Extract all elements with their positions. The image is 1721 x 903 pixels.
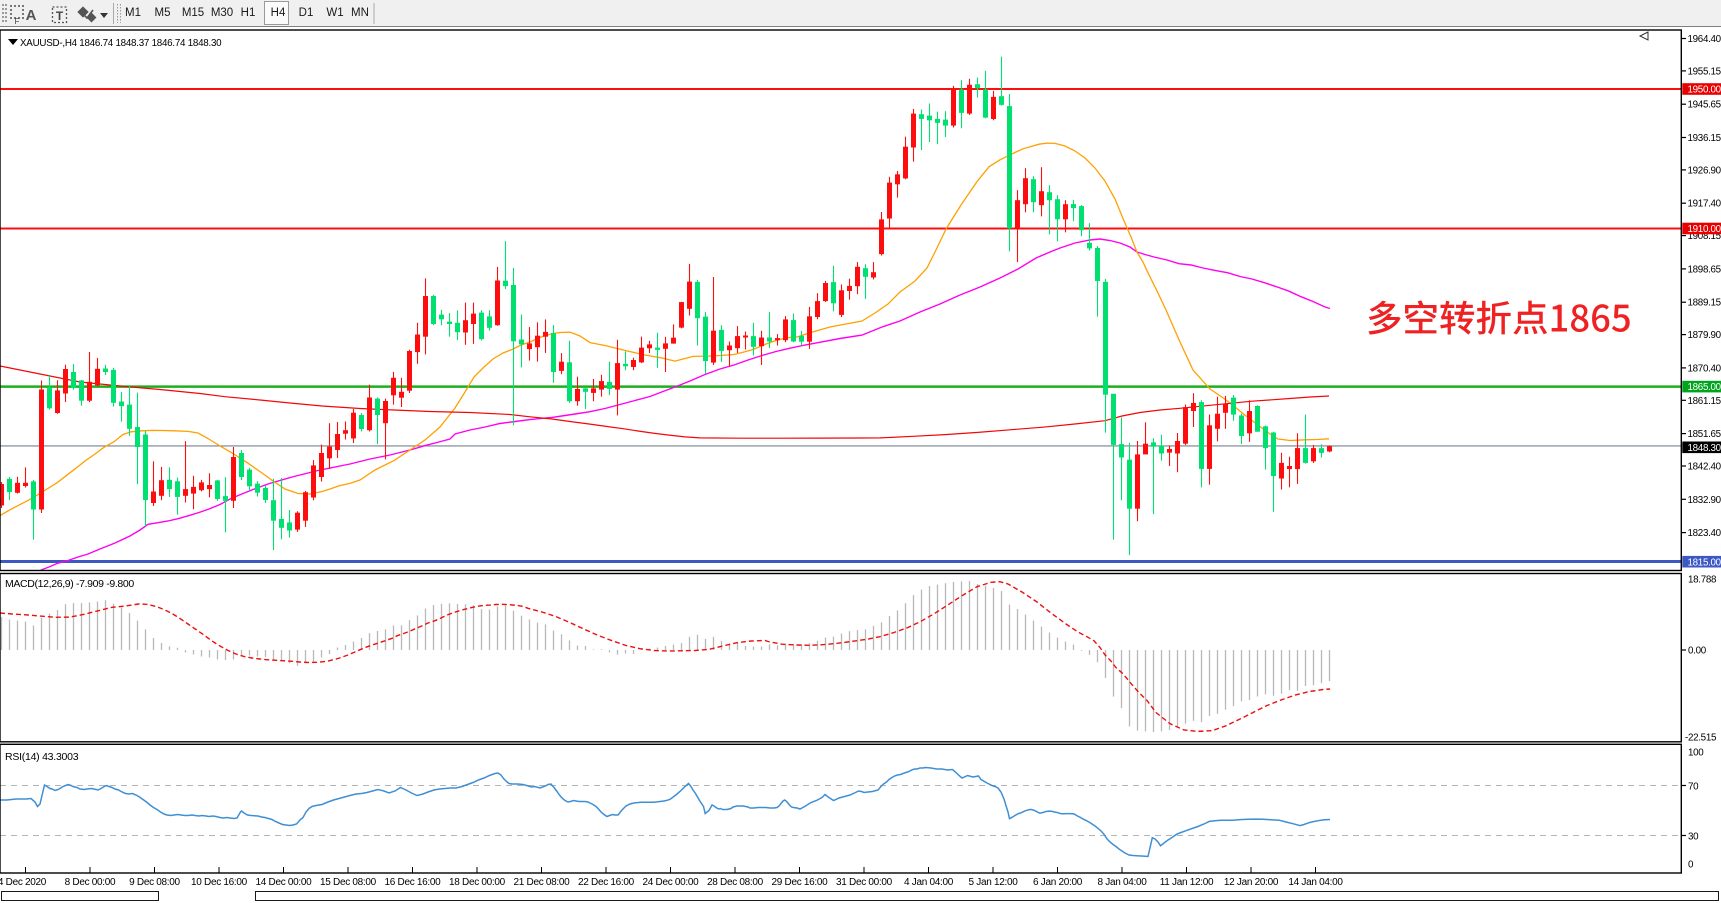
svg-text:1865.00: 1865.00 <box>1688 382 1721 393</box>
svg-text:1917.40: 1917.40 <box>1688 199 1721 210</box>
svg-text:6 Jan 20:00: 6 Jan 20:00 <box>1033 877 1083 888</box>
svg-text:1842.40: 1842.40 <box>1688 462 1721 473</box>
svg-text:1815.00: 1815.00 <box>1688 557 1721 568</box>
svg-text:18 Dec 00:00: 18 Dec 00:00 <box>449 877 506 888</box>
svg-text:15 Dec 08:00: 15 Dec 08:00 <box>320 877 377 888</box>
svg-text:0.00: 0.00 <box>1688 646 1707 657</box>
svg-text:1823.40: 1823.40 <box>1688 528 1721 539</box>
svg-text:1945.65: 1945.65 <box>1688 100 1721 111</box>
svg-text:1879.90: 1879.90 <box>1688 330 1721 341</box>
svg-text:1950.00: 1950.00 <box>1688 85 1721 96</box>
svg-text:1861.15: 1861.15 <box>1688 396 1721 407</box>
svg-text:1832.90: 1832.90 <box>1688 495 1721 506</box>
svg-text:11 Jan 12:00: 11 Jan 12:00 <box>1160 877 1214 888</box>
svg-text:1851.65: 1851.65 <box>1688 429 1721 440</box>
svg-text:100: 100 <box>1688 748 1704 759</box>
svg-text:1910.00: 1910.00 <box>1688 224 1721 235</box>
svg-text:0: 0 <box>1688 859 1694 870</box>
svg-text:F: F <box>15 17 20 26</box>
svg-text:RSI(14) 43.3003: RSI(14) 43.3003 <box>5 751 79 763</box>
svg-text:1870.40: 1870.40 <box>1688 363 1721 374</box>
svg-text:1848.30: 1848.30 <box>1688 443 1721 454</box>
svg-text:24 Dec 00:00: 24 Dec 00:00 <box>643 877 700 888</box>
svg-text:1889.15: 1889.15 <box>1688 298 1721 309</box>
svg-text:14 Jan 04:00: 14 Jan 04:00 <box>1288 877 1343 888</box>
svg-text:10 Dec 16:00: 10 Dec 16:00 <box>191 877 248 888</box>
svg-text:8 Dec 00:00: 8 Dec 00:00 <box>65 877 116 888</box>
svg-text:A: A <box>26 7 37 24</box>
svg-text:1936.15: 1936.15 <box>1688 133 1721 144</box>
svg-text:9 Dec 08:00: 9 Dec 08:00 <box>129 877 180 888</box>
svg-text:1955.15: 1955.15 <box>1688 66 1721 77</box>
svg-text:-22.515: -22.515 <box>1685 733 1717 744</box>
svg-text:16 Dec 16:00: 16 Dec 16:00 <box>385 877 442 888</box>
svg-text:1926.90: 1926.90 <box>1688 165 1721 176</box>
svg-text:1898.65: 1898.65 <box>1688 264 1721 275</box>
svg-text:22 Dec 16:00: 22 Dec 16:00 <box>578 877 635 888</box>
svg-text:5 Jan 12:00: 5 Jan 12:00 <box>969 877 1019 888</box>
svg-text:4 Jan 04:00: 4 Jan 04:00 <box>904 877 954 888</box>
svg-text:70: 70 <box>1688 781 1699 792</box>
svg-text:28 Dec 08:00: 28 Dec 08:00 <box>707 877 764 888</box>
svg-text:31 Dec 00:00: 31 Dec 00:00 <box>836 877 893 888</box>
svg-text:21 Dec 08:00: 21 Dec 08:00 <box>514 877 571 888</box>
svg-text:30: 30 <box>1688 831 1699 842</box>
svg-text:MACD(12,26,9) -7.909 -9.800: MACD(12,26,9) -7.909 -9.800 <box>5 578 134 590</box>
svg-text:T: T <box>56 9 64 23</box>
svg-text:1964.40: 1964.40 <box>1688 34 1721 45</box>
svg-text:18.788: 18.788 <box>1688 575 1717 586</box>
svg-text:8 Jan 04:00: 8 Jan 04:00 <box>1098 877 1148 888</box>
svg-text:29 Dec 16:00: 29 Dec 16:00 <box>772 877 829 888</box>
svg-text:14 Dec 00:00: 14 Dec 00:00 <box>256 877 313 888</box>
svg-text:XAUUSD-,H4 1846.74 1848.37 18: XAUUSD-,H4 1846.74 1848.37 1846.74 1848.… <box>20 38 222 49</box>
svg-text:12 Jan 20:00: 12 Jan 20:00 <box>1224 877 1279 888</box>
svg-text:4 Dec 2020: 4 Dec 2020 <box>0 877 47 888</box>
